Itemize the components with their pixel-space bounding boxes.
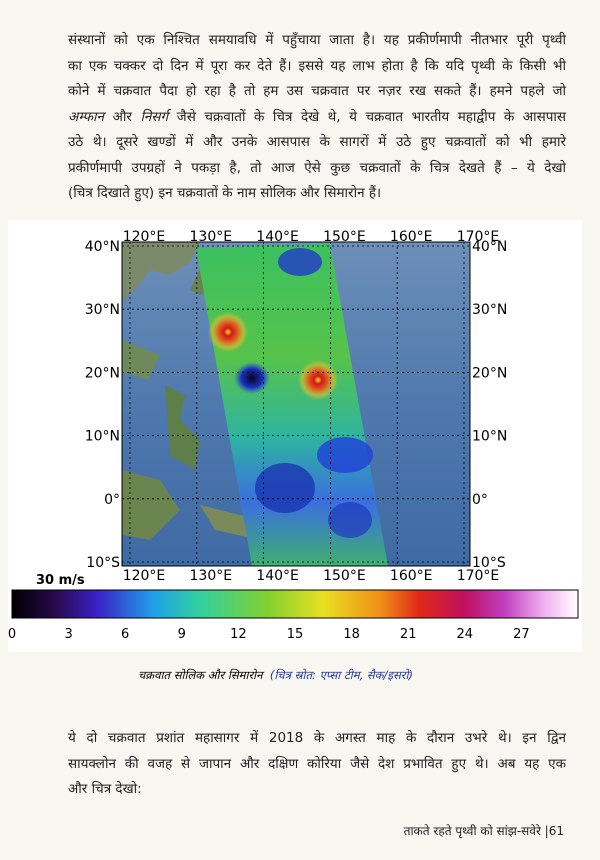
- lon-label: 160°E: [390, 568, 433, 584]
- lat-label: 10°S: [86, 555, 120, 571]
- lat-label: 40°N: [472, 239, 507, 255]
- lon-label: 130°E: [190, 229, 233, 245]
- colorbar-label: 30 m/s: [36, 573, 85, 588]
- lat-label: 20°N: [85, 365, 120, 381]
- land-asia-south: [122, 340, 160, 380]
- colorbar-tick-label: 0: [8, 627, 16, 642]
- text-line: (चित्र दिखाते हुए) इन चक्रवातों के नाम स…: [68, 183, 566, 201]
- text: उठे थे। दूसरे खण्डों में और उनके आसपास क…: [68, 134, 566, 150]
- text-line: अम्फान और निसर्ग जैसे चक्रवातों के चित्र…: [68, 107, 566, 125]
- colorbar-tick-label: 12: [230, 627, 247, 642]
- colorbar-tick-label: 3: [64, 627, 72, 642]
- text: और: [104, 108, 141, 125]
- text-line: कोने में चक्रवात पैदा हो रहा है तो हम उस…: [68, 81, 566, 99]
- text-line: संस्थानों को एक निश्चित समयावधि में पहुँ…: [68, 30, 566, 48]
- colorbar-tick-label: 18: [343, 627, 360, 642]
- colorbar-tick-label: 27: [513, 627, 530, 642]
- lat-label: 30°N: [85, 302, 120, 318]
- map-labels: 120°E 120°E 130°E 130°E 140°E 140°E 150°E 150°E…: [85, 229, 508, 584]
- lon-label: 140°E: [256, 568, 299, 584]
- text: ये दो चक्रवात प्रशांत महासागर में 2018 क…: [68, 730, 566, 746]
- page-number: 61: [548, 824, 564, 838]
- colorbar-tick-label: 21: [400, 627, 417, 642]
- text-line: और चित्र देखो:: [68, 779, 566, 797]
- colorbar-tick-label: 15: [287, 627, 304, 642]
- text: (चित्र दिखाते हुए) इन चक्रवातों के नाम स…: [68, 185, 382, 201]
- lat-label: 0°: [104, 492, 120, 508]
- map-border: [121, 241, 471, 567]
- lon-label: 160°E: [390, 229, 433, 245]
- caption-text: चक्रवात सोलिक और सिमारोन: [138, 668, 263, 682]
- wind-patch: [234, 362, 270, 394]
- lat-label: 0°: [472, 492, 488, 508]
- cyclone: [298, 360, 338, 400]
- lat-label: 10°N: [472, 429, 507, 445]
- lon-label: 150°E: [323, 568, 366, 584]
- text-line: ये दो चक्रवात प्रशांत महासागर में 2018 क…: [68, 728, 566, 746]
- wind-patch: [328, 502, 372, 538]
- text: संस्थानों को एक निश्चित समयावधि में पहुँ…: [68, 32, 566, 48]
- lat-label: 20°N: [472, 365, 507, 381]
- lon-label: 140°E: [256, 229, 299, 245]
- colorbar-tick-label: 6: [121, 627, 129, 642]
- colorbar-tick-label: 9: [178, 627, 186, 642]
- figure: 120°E 120°E 130°E 130°E 140°E 140°E 150°E 150°E…: [8, 220, 582, 652]
- lon-label: 120°E: [123, 229, 166, 245]
- lon-label: 170°E: [457, 229, 500, 245]
- text-line: का एक चक्कर दो दिन में पूरा कर देते हैं।…: [68, 56, 566, 74]
- colorbar-ticks: 0 3 6 9 12 15 18 21 24 27: [8, 627, 530, 642]
- lon-label: 170°E: [457, 568, 500, 584]
- colorbar-tick-label: 24: [457, 627, 474, 642]
- colorbar: [11, 589, 579, 619]
- text-line: सायक्लोन की वजह से जापान और दक्षिण कोरिय…: [68, 754, 566, 772]
- lon-label: 120°E: [123, 568, 166, 584]
- caption-source: (चित्र स्रोत: एप्सा टीम, सैक/इसरो): [269, 668, 413, 682]
- text: और चित्र देखो:: [68, 781, 142, 797]
- footer-title: ताकते रहते पृथ्वी को सांझ-सवेरे: [403, 824, 541, 838]
- wind-patch: [278, 248, 322, 276]
- cyclone: [208, 312, 248, 352]
- footer: ताकते रहते पृथ्वी को सांझ-सवेरे |61: [403, 824, 564, 838]
- caption: चक्रवात सोलिक और सिमारोन (चित्र स्रोत: ए…: [138, 668, 413, 683]
- land-asia: [122, 242, 200, 300]
- text: सायक्लोन की वजह से जापान और दक्षिण कोरिय…: [68, 755, 566, 772]
- text: निसर्ग: [140, 108, 169, 125]
- lat-label: 40°N: [85, 239, 120, 255]
- lon-label: 130°E: [190, 568, 233, 584]
- text: का एक चक्कर दो दिन में पूरा कर देते हैं।…: [68, 57, 566, 74]
- lat-label: 10°N: [85, 429, 120, 445]
- lon-label: 150°E: [323, 229, 366, 245]
- wind-patch: [255, 463, 315, 513]
- lat-label: 10°S: [472, 555, 506, 571]
- wind-patch: [317, 437, 373, 473]
- text: जैसे चक्रवातों के चित्र देखे थे, ये चक्र…: [168, 108, 566, 125]
- text: कोने में चक्रवात पैदा हो रहा है तो हम उस…: [68, 83, 566, 99]
- land-borneo: [122, 470, 180, 540]
- text: अम्फान: [68, 108, 105, 125]
- lat-label: 30°N: [472, 302, 507, 318]
- map-grid: [122, 242, 470, 566]
- land-philippines: [165, 385, 200, 470]
- text: प्रकीर्णमापी उपग्रहों ने पकड़ा है, तो आज…: [68, 159, 566, 176]
- text-line: उठे थे। दूसरे खण्डों में और उनके आसपास क…: [68, 132, 566, 150]
- text-line: प्रकीर्णमापी उपग्रहों ने पकड़ा है, तो आज…: [68, 158, 566, 176]
